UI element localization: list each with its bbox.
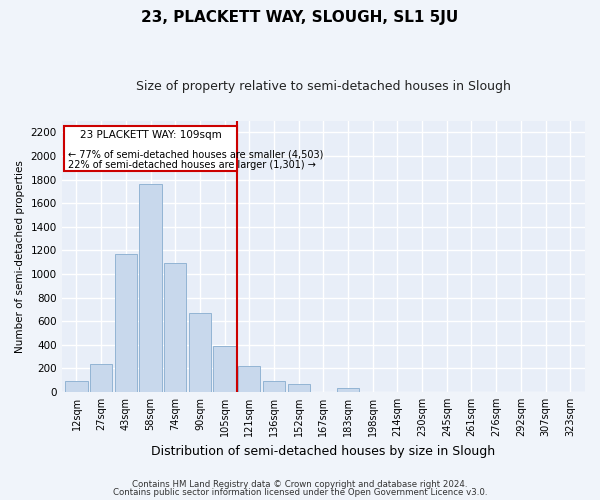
Y-axis label: Number of semi-detached properties: Number of semi-detached properties: [15, 160, 25, 352]
X-axis label: Distribution of semi-detached houses by size in Slough: Distribution of semi-detached houses by …: [151, 444, 496, 458]
Text: ← 77% of semi-detached houses are smaller (4,503): ← 77% of semi-detached houses are smalle…: [68, 150, 323, 160]
Bar: [189, 313, 211, 392]
FancyBboxPatch shape: [64, 126, 238, 172]
Text: Contains HM Land Registry data © Crown copyright and database right 2024.: Contains HM Land Registry data © Crown c…: [132, 480, 468, 489]
Text: Contains public sector information licensed under the Open Government Licence v3: Contains public sector information licen…: [113, 488, 487, 497]
Text: 22% of semi-detached houses are larger (1,301) →: 22% of semi-detached houses are larger (…: [68, 160, 316, 170]
Bar: [90, 364, 112, 392]
Bar: [65, 382, 88, 392]
Title: Size of property relative to semi-detached houses in Slough: Size of property relative to semi-detach…: [136, 80, 511, 93]
Text: 23 PLACKETT WAY: 109sqm: 23 PLACKETT WAY: 109sqm: [80, 130, 221, 140]
Bar: [337, 388, 359, 392]
Bar: [164, 264, 187, 392]
Bar: [115, 254, 137, 392]
Text: 23, PLACKETT WAY, SLOUGH, SL1 5JU: 23, PLACKETT WAY, SLOUGH, SL1 5JU: [142, 10, 458, 25]
Bar: [139, 184, 161, 392]
Bar: [263, 382, 285, 392]
Bar: [238, 366, 260, 392]
Bar: [287, 384, 310, 392]
Bar: [214, 346, 236, 392]
